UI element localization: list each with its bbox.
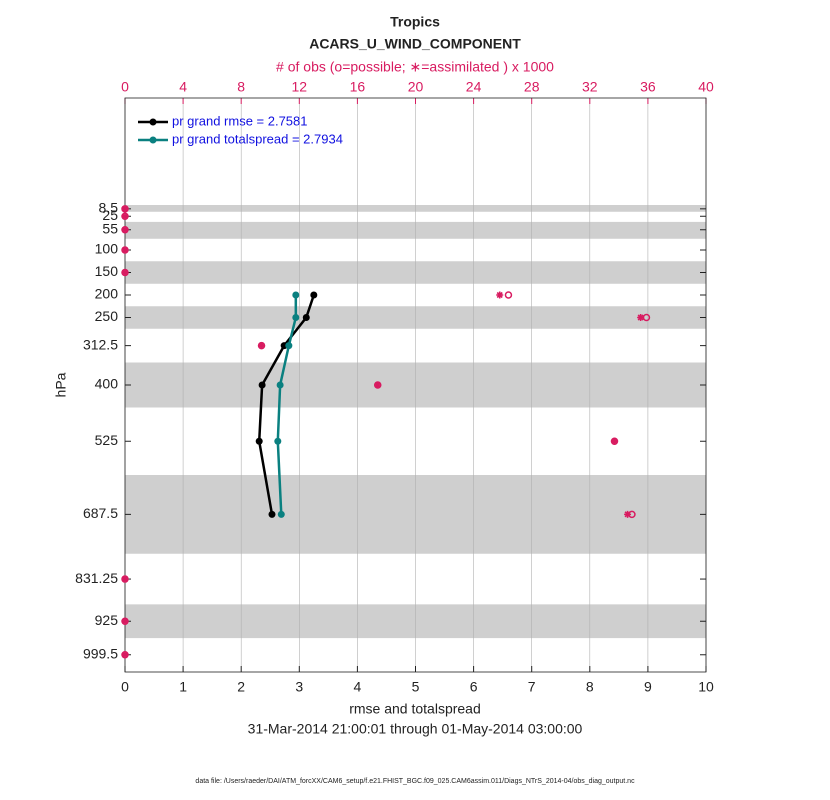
series-point: [274, 437, 282, 445]
obs-assimilated: [610, 437, 618, 445]
x-tick-label: 1: [179, 679, 187, 695]
obs-assimilated: [121, 246, 129, 254]
obs-assimilated: [121, 226, 129, 234]
obs-assimilated: [121, 269, 129, 277]
x2-tick-label: 36: [640, 79, 656, 95]
legend-marker: [149, 136, 157, 144]
y-tick-label: 400: [95, 376, 119, 392]
y-axis-label: hPa: [53, 372, 69, 397]
x2-tick-label: 8: [237, 79, 245, 95]
series-point: [302, 314, 310, 322]
series-point: [292, 291, 300, 299]
x-axis-label: rmse and totalspread: [349, 701, 481, 717]
x-tick-label: 8: [586, 679, 594, 695]
y-tick-label: 150: [95, 263, 119, 279]
series-point: [310, 291, 318, 299]
x2-tick-label: 32: [582, 79, 598, 95]
x-tick-label: 6: [470, 679, 478, 695]
series-line: [276, 295, 298, 515]
series-point: [277, 510, 285, 518]
y-tick-label: 55: [102, 220, 118, 236]
series-point: [258, 381, 266, 389]
obs-assimilated: [121, 617, 129, 625]
obs-assimilated: [121, 651, 129, 659]
x2-tick-label: 20: [408, 79, 424, 95]
y-tick-label: 100: [95, 241, 119, 257]
series-line: [257, 294, 316, 515]
y-tick-label: 525: [95, 432, 119, 448]
y-tick-label: 687.5: [83, 505, 118, 521]
obs-assimilated: [496, 291, 504, 299]
x2-tick-label: 24: [466, 79, 482, 95]
y-tick-label: 312.5: [83, 336, 118, 352]
series-point: [276, 381, 284, 389]
obs-assimilated: [121, 575, 129, 583]
x-tick-label: 10: [698, 679, 714, 695]
x-tick-label: 4: [354, 679, 362, 695]
legend-label: pr grand totalspread = 2.7934: [172, 131, 343, 146]
y-tick-label: 250: [95, 308, 119, 324]
chart-title: Tropics: [390, 14, 440, 30]
chart-subtitle: ACARS_U_WIND_COMPONENT: [309, 36, 521, 52]
x-tick-label: 0: [121, 679, 129, 695]
obs-assimilated: [637, 314, 645, 322]
x-tick-label: 2: [237, 679, 245, 695]
plot-frame: [124, 97, 707, 673]
obs-possible: [504, 291, 513, 299]
x2-axis-label: # of obs (o=possible; ∗=assimilated ) x …: [276, 59, 554, 75]
x2-tick-label: 16: [350, 79, 366, 95]
x2-tick-label: 12: [292, 79, 308, 95]
y-tick-label: 25: [102, 207, 118, 223]
series-point: [285, 342, 293, 350]
x-tick-label: 5: [412, 679, 420, 695]
y-tick-label: 8.5: [99, 200, 119, 216]
x-tick-label: 7: [528, 679, 536, 695]
series-point: [268, 510, 276, 518]
legend-label: pr grand rmse = 2.7581: [172, 113, 308, 128]
x-tick-label: 9: [644, 679, 652, 695]
footer: data file: /Users/raeder/DAI/ATM_forcXX/…: [195, 778, 635, 785]
series-point: [255, 437, 263, 445]
obs-assimilated: [624, 510, 632, 518]
obs-assimilated: [121, 205, 129, 213]
obs-assimilated: [374, 381, 382, 389]
x2-tick-label: 28: [524, 79, 540, 95]
x2-tick-label: 40: [698, 79, 714, 95]
x2-tick-label: 0: [121, 79, 129, 95]
y-tick-label: 925: [95, 612, 119, 628]
series-point: [292, 314, 300, 322]
x2-tick-label: 4: [179, 79, 187, 95]
obs-assimilated: [258, 342, 266, 350]
obs-assimilated: [121, 212, 129, 220]
date-range: 31-Mar-2014 21:00:01 through 01-May-2014…: [248, 721, 583, 737]
legend-marker: [149, 118, 157, 126]
y-tick-label: 200: [95, 286, 119, 302]
y-tick-label: 999.5: [83, 645, 118, 661]
x-tick-label: 3: [295, 679, 303, 695]
y-tick-label: 831.25: [75, 570, 118, 586]
